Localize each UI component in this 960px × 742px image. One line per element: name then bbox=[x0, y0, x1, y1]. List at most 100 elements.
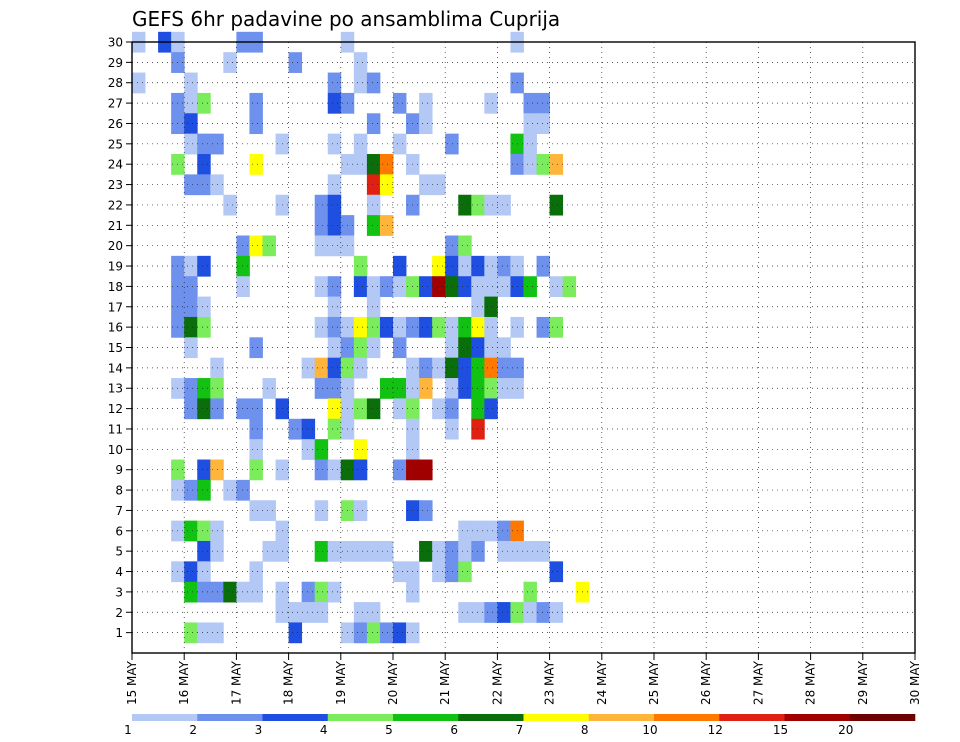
heatmap-cell bbox=[249, 398, 263, 420]
heatmap-cell bbox=[249, 581, 263, 603]
heatmap-cell bbox=[393, 276, 407, 297]
y-tick-label: 14 bbox=[108, 361, 123, 375]
heatmap-cell bbox=[236, 398, 250, 420]
heatmap-cell bbox=[379, 174, 394, 196]
y-tick-label: 9 bbox=[115, 463, 123, 477]
heatmap-cell bbox=[445, 378, 459, 399]
heatmap-cell bbox=[366, 113, 381, 135]
heatmap-cell bbox=[536, 316, 550, 338]
heatmap-cell bbox=[523, 602, 537, 623]
y-tick-label: 6 bbox=[115, 524, 123, 538]
heatmap-cell bbox=[432, 540, 446, 562]
heatmap-cell bbox=[249, 561, 263, 583]
y-tick-label: 8 bbox=[115, 484, 123, 498]
x-tick-label: 30 MAY bbox=[908, 660, 922, 705]
heatmap-cell bbox=[197, 92, 211, 114]
heatmap-cell bbox=[184, 133, 198, 155]
heatmap-cell bbox=[353, 398, 368, 420]
heatmap-cell bbox=[471, 316, 485, 338]
heatmap-cell bbox=[484, 337, 498, 359]
legend-tick-label: 1 bbox=[124, 723, 132, 737]
heatmap-cell bbox=[327, 174, 342, 196]
y-tick-label: 21 bbox=[108, 219, 123, 233]
heatmap-cell bbox=[393, 622, 407, 644]
heatmap-cell bbox=[497, 540, 511, 562]
heatmap-cell bbox=[262, 235, 276, 257]
heatmap-cell bbox=[497, 602, 511, 623]
y-tick-label: 25 bbox=[108, 137, 123, 151]
heatmap-cell bbox=[484, 92, 498, 114]
heatmap-cell bbox=[197, 174, 211, 196]
heatmap-cell bbox=[197, 133, 211, 155]
y-tick-label: 2 bbox=[115, 606, 123, 620]
heatmap-cell bbox=[497, 194, 511, 216]
y-tick-label: 18 bbox=[108, 280, 123, 294]
heatmap-cell bbox=[223, 194, 237, 216]
heatmap-cell bbox=[445, 255, 459, 277]
heatmap-cell bbox=[314, 276, 329, 297]
heatmap-cell bbox=[432, 561, 446, 583]
heatmap-cell bbox=[445, 540, 459, 562]
heatmap-cell bbox=[536, 602, 550, 623]
x-tick-label: 15 MAY bbox=[125, 660, 139, 705]
heatmap-cell bbox=[353, 622, 368, 644]
heatmap-cell bbox=[327, 316, 342, 338]
heatmap-cell bbox=[223, 479, 237, 501]
heatmap-cell bbox=[353, 72, 368, 94]
x-tick-label: 26 MAY bbox=[699, 660, 713, 705]
x-tick-label: 20 MAY bbox=[386, 660, 400, 705]
heatmap-cell bbox=[471, 520, 485, 542]
heatmap-cell bbox=[353, 133, 368, 155]
heatmap-cell bbox=[327, 337, 342, 359]
heatmap-cell bbox=[197, 520, 211, 542]
x-tick-label: 25 MAY bbox=[647, 660, 661, 705]
y-tick-label: 20 bbox=[108, 239, 123, 253]
y-tick-label: 1 bbox=[115, 626, 123, 640]
heatmap-cell bbox=[301, 602, 316, 623]
heatmap-cell bbox=[249, 92, 263, 114]
x-tick-label: 16 MAY bbox=[177, 660, 191, 705]
heatmap-cell bbox=[458, 316, 472, 338]
heatmap-cell bbox=[471, 276, 485, 297]
heatmap-cell bbox=[458, 602, 472, 623]
y-tick-label: 30 bbox=[108, 36, 123, 50]
heatmap-cell bbox=[458, 235, 472, 257]
heatmap-cell bbox=[353, 316, 368, 338]
heatmap-cell bbox=[353, 357, 368, 379]
heatmap-cell bbox=[393, 459, 407, 481]
legend-swatch bbox=[393, 714, 459, 721]
y-tick-label: 3 bbox=[115, 585, 123, 599]
heatmap-cell bbox=[184, 72, 198, 94]
heatmap-cell bbox=[353, 459, 368, 481]
x-tick-label: 27 MAY bbox=[751, 660, 765, 705]
heatmap-cell bbox=[484, 602, 498, 623]
legend-tick-label: 7 bbox=[516, 723, 524, 737]
heatmap-cell bbox=[197, 459, 211, 481]
heatmap-cell bbox=[445, 398, 459, 420]
heatmap-cell bbox=[523, 133, 537, 155]
y-tick-label: 16 bbox=[108, 321, 123, 335]
heatmap-cell bbox=[184, 398, 198, 420]
heatmap-cell bbox=[366, 174, 381, 196]
heatmap-cell bbox=[393, 561, 407, 583]
heatmap-cell bbox=[327, 296, 342, 318]
heatmap-cell bbox=[314, 581, 329, 603]
heatmap-cell bbox=[549, 276, 564, 297]
heatmap-cell bbox=[549, 602, 564, 623]
heatmap-cell bbox=[249, 439, 263, 460]
heatmap-cell bbox=[471, 398, 485, 420]
heatmap-cell bbox=[236, 479, 250, 501]
heatmap-cell bbox=[327, 540, 342, 562]
heatmap-cell bbox=[353, 602, 368, 623]
heatmap-cell bbox=[497, 255, 511, 277]
heatmap-cell bbox=[497, 520, 511, 542]
y-tick-label: 11 bbox=[108, 422, 123, 436]
heatmap-cell bbox=[314, 439, 329, 460]
heatmap-cell bbox=[379, 540, 394, 562]
heatmap-cell bbox=[419, 378, 433, 399]
y-tick-label: 23 bbox=[108, 178, 123, 192]
heatmap-cell bbox=[353, 276, 368, 297]
heatmap-cell bbox=[236, 581, 250, 603]
y-tick-label: 19 bbox=[108, 260, 123, 274]
